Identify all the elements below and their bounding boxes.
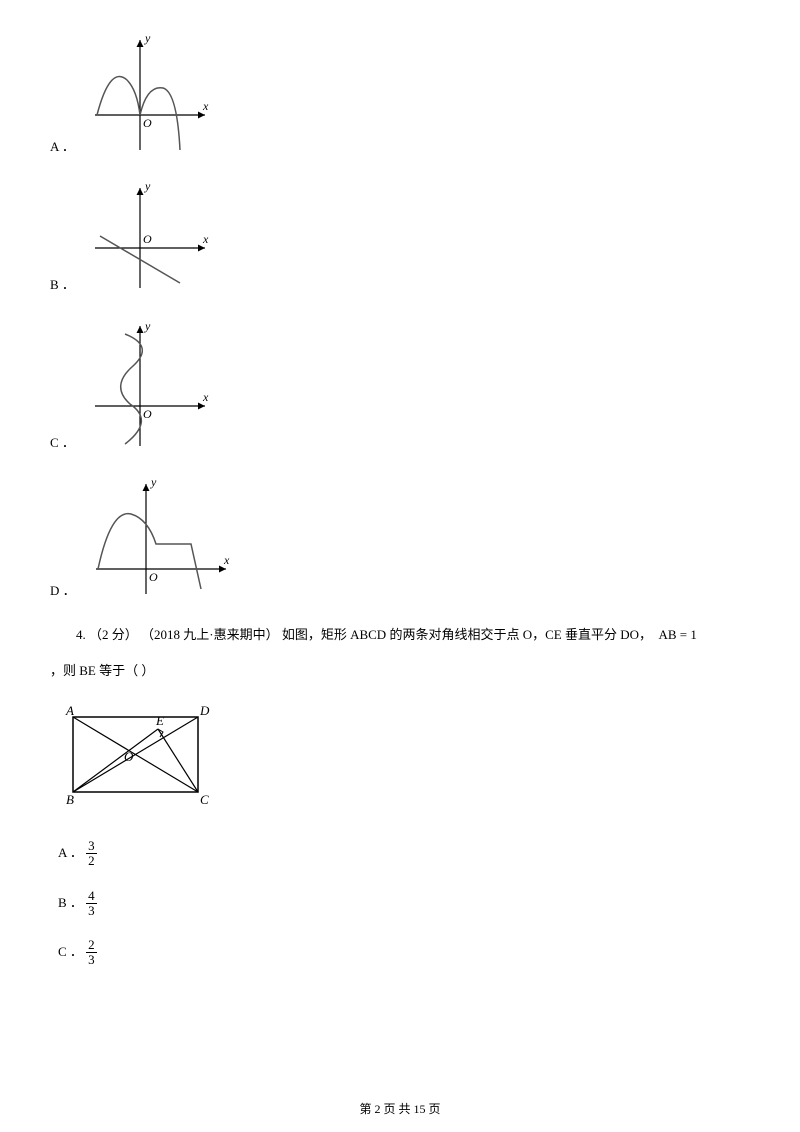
origin-label: O <box>143 232 152 246</box>
option-d-label: D ． <box>50 580 76 604</box>
opt-b-label: B ． <box>58 894 83 909</box>
opt-b-fraction: 4 3 <box>86 889 97 919</box>
label-d: D <box>199 703 210 718</box>
answer-option-a[interactable]: A ． 3 2 <box>58 839 750 869</box>
y-label: y <box>144 179 151 193</box>
origin-label: O <box>149 570 158 584</box>
graph-b: y x O <box>85 178 215 298</box>
label-c: C <box>200 792 209 807</box>
label-b: B <box>66 792 74 807</box>
option-a-row: A ． y x O <box>50 30 750 160</box>
x-label: x <box>202 99 209 113</box>
y-label: y <box>144 31 151 45</box>
option-b-row: B ． y x O <box>50 178 750 298</box>
rectangle-diagram: A D B C O E <box>58 699 750 814</box>
graph-d: y x O <box>86 474 236 604</box>
origin-label: O <box>143 116 152 130</box>
label-a: A <box>65 703 74 718</box>
label-o: O <box>124 749 134 764</box>
option-d-row: D ． y x O <box>50 474 750 604</box>
q4-prefix: 4. （2 分） （2018 九上·惠来期中） 如图，矩形 ABCD 的两条对角… <box>76 627 652 642</box>
x-label: x <box>202 390 209 404</box>
option-a-label: A ． <box>50 136 75 160</box>
option-c-row: C ． y x O <box>50 316 750 456</box>
x-label: x <box>223 553 230 567</box>
opt-c-fraction: 2 3 <box>86 938 97 968</box>
y-label: y <box>150 475 157 489</box>
origin-label: O <box>143 407 152 421</box>
q4-math: AB = 1 <box>655 627 697 642</box>
y-label: y <box>144 319 151 333</box>
answer-option-c[interactable]: C ． 2 3 <box>58 938 750 968</box>
opt-a-label: A ． <box>58 845 83 860</box>
option-c-label: C ． <box>50 432 75 456</box>
q4-suffix: ，则 BE 等于（ ） <box>50 663 154 678</box>
opt-a-fraction: 3 2 <box>86 839 97 869</box>
label-e: E <box>155 713 164 728</box>
x-label: x <box>202 232 209 246</box>
answer-option-b[interactable]: B ． 4 3 <box>58 889 750 919</box>
page-footer: 第 2 页 共 15 页 <box>50 1100 750 1117</box>
option-b-label: B ． <box>50 274 75 298</box>
graph-c: y x O <box>85 316 215 456</box>
graph-a: y x O <box>85 30 215 160</box>
question-4-text: 4. （2 分） （2018 九上·惠来期中） 如图，矩形 ABCD 的两条对角… <box>50 622 750 684</box>
opt-c-label: C ． <box>58 944 83 959</box>
